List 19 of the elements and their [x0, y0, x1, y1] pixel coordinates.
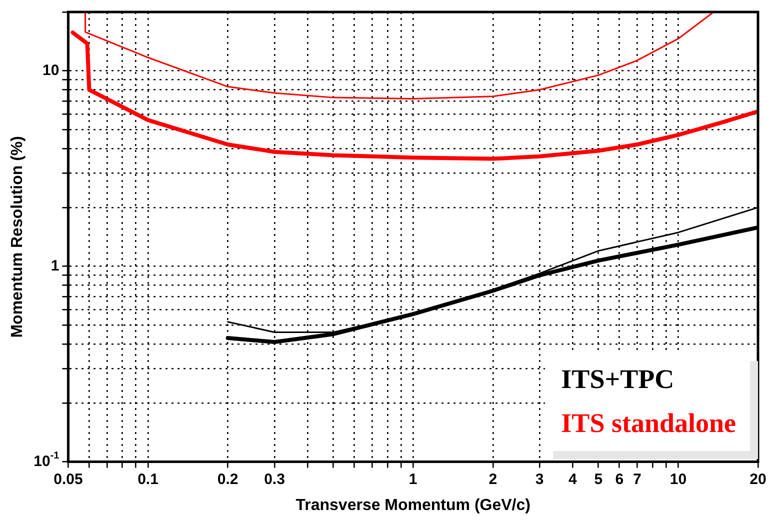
x-tick-label: 6	[615, 470, 624, 488]
y-tick-label: 1	[50, 257, 60, 274]
x-tick-label: 0.2	[217, 470, 238, 488]
y-axis-title: Momentum Resolution (%)	[9, 136, 26, 338]
x-tick-label: 0.3	[264, 470, 285, 488]
x-tick-label: 5	[594, 470, 603, 488]
text: ITS standalone	[561, 407, 736, 440]
x-tick-label: 0.1	[138, 470, 158, 488]
x-tick-label: 0.05	[54, 470, 83, 488]
y-tick-label: 10	[42, 62, 60, 79]
x-tick-label: 3	[535, 470, 544, 488]
x-tick-label: 1	[408, 470, 418, 488]
x-tick-label: 20	[750, 470, 766, 488]
x-tick-label: 4	[568, 470, 578, 488]
text: ITS+TPC	[561, 363, 676, 396]
x-tick-label: 2	[488, 470, 498, 488]
x-tick-label: 7	[632, 470, 642, 488]
x-tick-label: 10	[670, 470, 687, 488]
x-axis-title: Transverse Momentum (GeV/c)	[296, 496, 530, 514]
